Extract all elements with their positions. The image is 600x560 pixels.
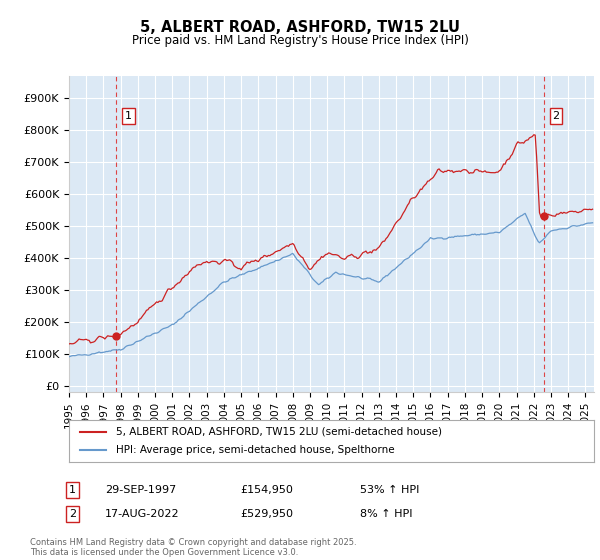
Text: 2: 2 bbox=[69, 509, 76, 519]
Text: £529,950: £529,950 bbox=[240, 509, 293, 519]
Text: 17-AUG-2022: 17-AUG-2022 bbox=[105, 509, 179, 519]
Text: 5, ALBERT ROAD, ASHFORD, TW15 2LU: 5, ALBERT ROAD, ASHFORD, TW15 2LU bbox=[140, 20, 460, 35]
Text: £154,950: £154,950 bbox=[240, 485, 293, 495]
Text: Price paid vs. HM Land Registry's House Price Index (HPI): Price paid vs. HM Land Registry's House … bbox=[131, 34, 469, 46]
Text: 5, ALBERT ROAD, ASHFORD, TW15 2LU (semi-detached house): 5, ALBERT ROAD, ASHFORD, TW15 2LU (semi-… bbox=[116, 427, 442, 437]
Text: 29-SEP-1997: 29-SEP-1997 bbox=[105, 485, 176, 495]
Text: 53% ↑ HPI: 53% ↑ HPI bbox=[360, 485, 419, 495]
Text: 8% ↑ HPI: 8% ↑ HPI bbox=[360, 509, 413, 519]
Text: HPI: Average price, semi-detached house, Spelthorne: HPI: Average price, semi-detached house,… bbox=[116, 445, 395, 455]
Text: 1: 1 bbox=[69, 485, 76, 495]
Text: 2: 2 bbox=[553, 111, 560, 121]
Text: 1: 1 bbox=[125, 111, 132, 121]
Text: Contains HM Land Registry data © Crown copyright and database right 2025.
This d: Contains HM Land Registry data © Crown c… bbox=[30, 538, 356, 557]
